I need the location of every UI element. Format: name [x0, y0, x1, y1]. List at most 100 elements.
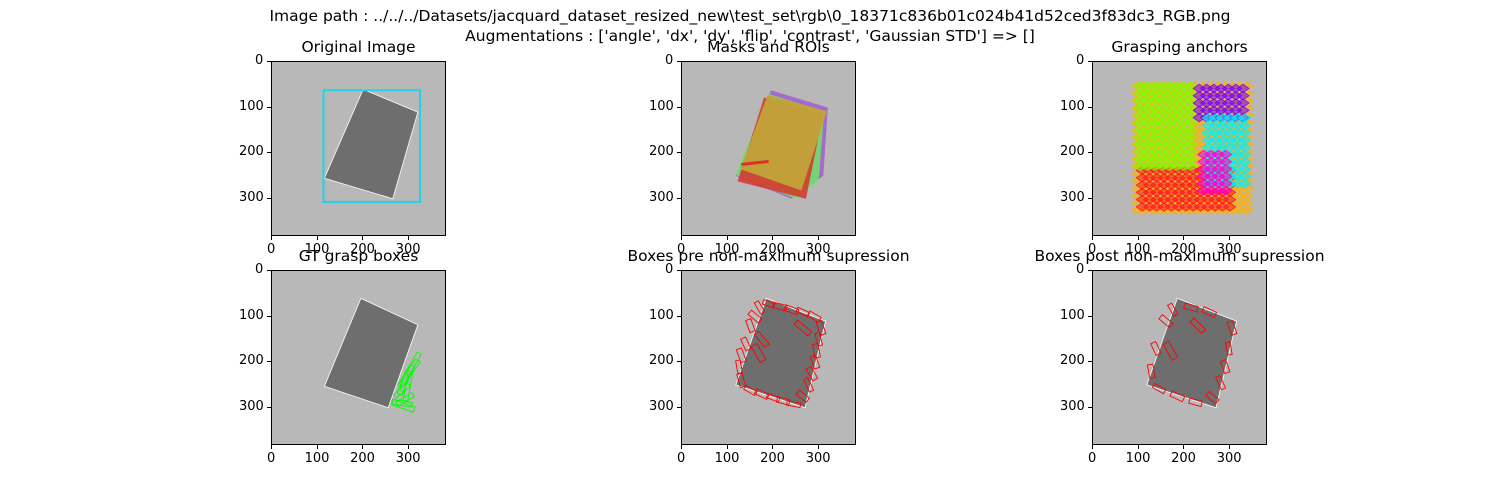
y-tick-label: 100 — [1060, 98, 1085, 114]
y-tick-mark — [677, 152, 681, 154]
y-tick-mark — [267, 61, 271, 62]
y-tick-mark — [267, 361, 271, 363]
anchor-box — [1184, 139, 1198, 150]
x-tick-mark — [1228, 236, 1230, 240]
y-tick-label: 300 — [1060, 398, 1085, 414]
y-tick-label: 0 — [255, 262, 264, 277]
x-tick-label: 0 — [677, 451, 686, 466]
grasp-box — [795, 389, 811, 404]
x-tick-mark — [271, 236, 272, 240]
figure-title-line-1: Image path : ../../../Datasets/jacquard_… — [269, 7, 1231, 25]
x-tick-label: 100 — [1125, 451, 1151, 466]
y-tick-label: 300 — [1060, 189, 1085, 205]
x-tick-label: 100 — [714, 242, 740, 257]
x-tick-label: 0 — [267, 451, 276, 466]
grasp-box — [786, 400, 802, 409]
x-tick-mark — [407, 236, 409, 240]
grasp-box — [761, 299, 776, 309]
y-tick-mark — [267, 315, 271, 317]
grasp-box — [1150, 340, 1162, 357]
y-tick-label: 200 — [239, 353, 264, 369]
grasp-box — [1169, 390, 1186, 403]
subplot-title: Boxes pre non-maximum supression — [627, 247, 910, 265]
x-tick-mark — [1183, 236, 1185, 240]
y-tick-label: 100 — [649, 307, 674, 323]
x-tick-label: 300 — [395, 451, 421, 466]
x-tick-label: 100 — [304, 242, 330, 257]
grasp-box — [1183, 302, 1199, 313]
x-tick-label: 300 — [1216, 451, 1242, 466]
x-tick-label: 200 — [1171, 451, 1196, 466]
x-tick-label: 200 — [1171, 242, 1196, 257]
object-shape — [323, 297, 419, 409]
x-tick-mark — [681, 236, 682, 240]
anchor-box — [1184, 161, 1198, 172]
grasp-box — [1226, 320, 1238, 336]
y-tick-mark — [267, 106, 271, 108]
anchor-box — [1238, 135, 1252, 145]
anchor-box — [1184, 132, 1198, 142]
grasp-box — [745, 318, 756, 334]
y-tick-mark — [267, 197, 271, 199]
grasp-box — [743, 384, 758, 397]
y-tick-mark — [1088, 61, 1092, 62]
x-tick-mark — [817, 236, 819, 240]
y-tick-label: 300 — [239, 398, 264, 414]
anchor-box — [1238, 120, 1252, 131]
x-tick-mark — [1137, 445, 1139, 449]
x-tick-label: 300 — [805, 242, 831, 257]
grasp-box — [805, 365, 819, 382]
anchor-box — [1236, 91, 1250, 101]
y-tick-label: 0 — [1076, 53, 1085, 68]
anchor-box — [1236, 98, 1250, 108]
y-tick-mark — [1088, 406, 1092, 408]
grasp-box — [398, 351, 422, 387]
y-tick-mark — [267, 406, 271, 408]
grasp-box — [747, 309, 763, 324]
grasp-box — [765, 392, 781, 403]
anchor-box — [1238, 164, 1252, 174]
y-tick-label: 300 — [649, 189, 674, 205]
grasp-box — [392, 382, 411, 399]
x-tick-mark — [726, 236, 728, 240]
anchor-box — [1218, 178, 1233, 189]
x-tick-label: 200 — [350, 242, 375, 257]
anchor-box — [1238, 178, 1252, 189]
anchor-box — [1238, 171, 1252, 182]
x-tick-mark — [1183, 445, 1185, 449]
subplot-axes — [271, 270, 446, 445]
y-tick-label: 100 — [1060, 307, 1085, 323]
grasp-box — [1188, 397, 1203, 408]
x-tick-mark — [271, 445, 272, 449]
y-tick-label: 0 — [255, 53, 264, 68]
grasp-box — [815, 320, 827, 336]
x-tick-label: 0 — [267, 242, 276, 257]
grasp-box — [402, 372, 413, 402]
grasp-box — [814, 332, 824, 347]
x-tick-mark — [772, 445, 774, 449]
grasp-box — [793, 319, 813, 337]
y-tick-mark — [677, 106, 681, 108]
y-tick-mark — [1088, 106, 1092, 108]
y-tick-label: 300 — [649, 398, 674, 414]
grasp-box — [809, 354, 821, 370]
x-tick-label: 200 — [760, 451, 785, 466]
grasp-box — [775, 396, 791, 406]
x-tick-mark — [1137, 236, 1139, 240]
anchor-box — [1218, 149, 1233, 160]
y-tick-mark — [1088, 152, 1092, 154]
object-shape — [735, 297, 827, 409]
anchor-group — [1135, 165, 1237, 212]
anchor-box — [1223, 202, 1237, 212]
x-tick-mark — [726, 445, 728, 449]
x-tick-mark — [362, 236, 364, 240]
y-tick-mark — [1088, 270, 1092, 271]
x-tick-label: 300 — [805, 451, 831, 466]
anchor-box — [1238, 149, 1252, 160]
y-tick-mark — [677, 270, 681, 271]
subplot-image — [1130, 81, 1254, 215]
anchor-box — [1238, 127, 1252, 138]
grasp-box — [1162, 340, 1179, 361]
grasp-box — [1158, 314, 1174, 329]
y-tick-mark — [1088, 315, 1092, 317]
